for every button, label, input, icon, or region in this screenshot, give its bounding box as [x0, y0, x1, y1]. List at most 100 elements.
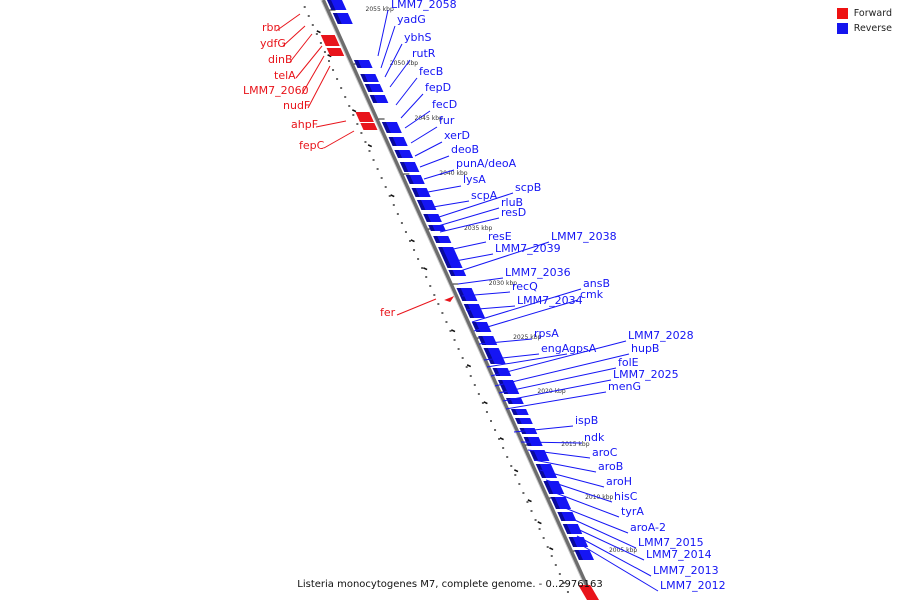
- track-dot: [518, 483, 521, 485]
- leader-fepc: [323, 130, 355, 149]
- reverse-gene-shade: [369, 95, 378, 103]
- reverse-gene-shade: [423, 214, 431, 222]
- gene-label-fecd: fecD: [432, 98, 457, 111]
- track-dot: [485, 411, 488, 413]
- genome-caption: Listeria monocytogenes M7, complete geno…: [297, 579, 603, 590]
- track-mark: [327, 54, 332, 58]
- gene-label-aroh: aroH: [606, 475, 632, 488]
- track-mark: [423, 267, 428, 271]
- reverse-gene-shade: [557, 512, 566, 521]
- track-dot: [490, 420, 492, 422]
- gene-label-deob: deoB: [451, 143, 479, 156]
- track-dot: [502, 447, 505, 449]
- fer-arrow: [444, 296, 455, 302]
- gene-label-lmm7-2058: LMM7_2058: [391, 0, 457, 11]
- track-dot: [372, 159, 375, 161]
- gene-label-tyra: tyrA: [621, 505, 644, 518]
- gene-label-scpb: scpB: [515, 181, 541, 194]
- track-dot: [360, 132, 363, 134]
- track-dot: [506, 456, 509, 458]
- track-dot: [400, 222, 403, 224]
- reverse-gene-shade: [456, 288, 467, 301]
- gene-label-meng: menG: [608, 380, 641, 393]
- reverse-gene-shade: [543, 481, 554, 494]
- track-dot: [562, 582, 565, 584]
- gene-label-xerd: xerD: [444, 129, 470, 142]
- leader-rbn: [275, 13, 301, 32]
- reverse-gene-shade: [364, 84, 373, 92]
- leader-cmk: [473, 299, 579, 332]
- gene-label-hisc: hisC: [614, 490, 638, 503]
- track-dot: [340, 87, 343, 89]
- leader-lmm7-2036: [457, 277, 504, 285]
- reverse-swatch: [836, 23, 848, 34]
- reverse-gene-shade: [515, 418, 522, 424]
- track-dot: [413, 249, 416, 251]
- leader-lysa: [427, 185, 462, 193]
- reverse-gene-shade: [354, 60, 362, 68]
- reverse-gene-shade: [529, 450, 539, 461]
- leader-enga: [483, 353, 540, 361]
- leader-resd: [439, 217, 500, 233]
- leader-ansb: [471, 288, 582, 323]
- reverse-gene-shade: [568, 537, 578, 547]
- gene-label-lmm7-2028: LMM7_2028: [628, 329, 694, 342]
- legend: Forward Reverse: [836, 8, 892, 38]
- track-dot: [554, 564, 557, 566]
- leader-scpa: [432, 200, 470, 208]
- gene-label-fur: fur: [439, 114, 455, 127]
- leader-xerd: [414, 141, 443, 157]
- track-mark: [527, 499, 532, 503]
- reverse-gene-shade: [332, 13, 342, 24]
- forward-swatch: [836, 8, 848, 19]
- leader-lmm7-2038: [456, 241, 550, 273]
- track-mark: [514, 469, 519, 473]
- forward-gene-block: [360, 123, 378, 130]
- track-dot: [437, 303, 440, 305]
- forward-gene-block: [355, 112, 374, 122]
- gene-label-yadg: yadG: [397, 13, 426, 26]
- track-dot: [514, 474, 517, 476]
- legend-reverse-label: Reverse: [853, 23, 892, 34]
- gene-label-rlub: rluB: [501, 196, 523, 209]
- leader-lmm7-2014: [570, 525, 645, 561]
- track-dot: [498, 438, 501, 440]
- track-dot: [546, 546, 549, 548]
- reverse-gene-shade: [327, 0, 336, 10]
- leader-deob: [419, 155, 450, 168]
- gene-label-rpsa: rpsA: [534, 327, 559, 340]
- track-dot: [388, 195, 391, 197]
- track-dot: [433, 294, 436, 296]
- leader-ydfg: [282, 25, 306, 47]
- leader-rutr: [389, 59, 411, 88]
- track-dot: [404, 231, 407, 233]
- legend-forward: Forward: [836, 8, 892, 19]
- track-mark: [352, 109, 357, 113]
- track-mark: [466, 364, 472, 368]
- leader-fepd: [400, 93, 424, 119]
- leader-fole: [498, 367, 617, 394]
- leader-tyra: [552, 491, 620, 518]
- reverse-gene-shade: [433, 236, 441, 243]
- leader-lmm7-2028: [490, 340, 627, 377]
- gene-label-aroc: aroC: [592, 446, 618, 459]
- track-dot: [328, 60, 330, 62]
- track-dot: [441, 312, 444, 314]
- gene-label-fepd: fepD: [425, 81, 451, 94]
- reverse-gene-shade: [463, 304, 475, 318]
- reverse-gene-shade: [498, 380, 509, 394]
- track-dot: [364, 141, 367, 143]
- reverse-gene-shade: [511, 409, 518, 415]
- track-dot: [461, 357, 464, 359]
- reverse-gene-shade: [574, 550, 583, 560]
- gene-label-ansb: ansB: [583, 277, 610, 290]
- reverse-gene-shade: [506, 398, 513, 404]
- leader-rpsa: [478, 338, 533, 345]
- track-dot: [530, 510, 533, 512]
- leader-fer: [396, 298, 437, 316]
- reverse-gene-shade: [550, 497, 561, 509]
- gene-label-scpa: scpA: [471, 189, 498, 202]
- forward-terminal-block: [578, 585, 599, 600]
- forward-gene-block: [320, 35, 340, 46]
